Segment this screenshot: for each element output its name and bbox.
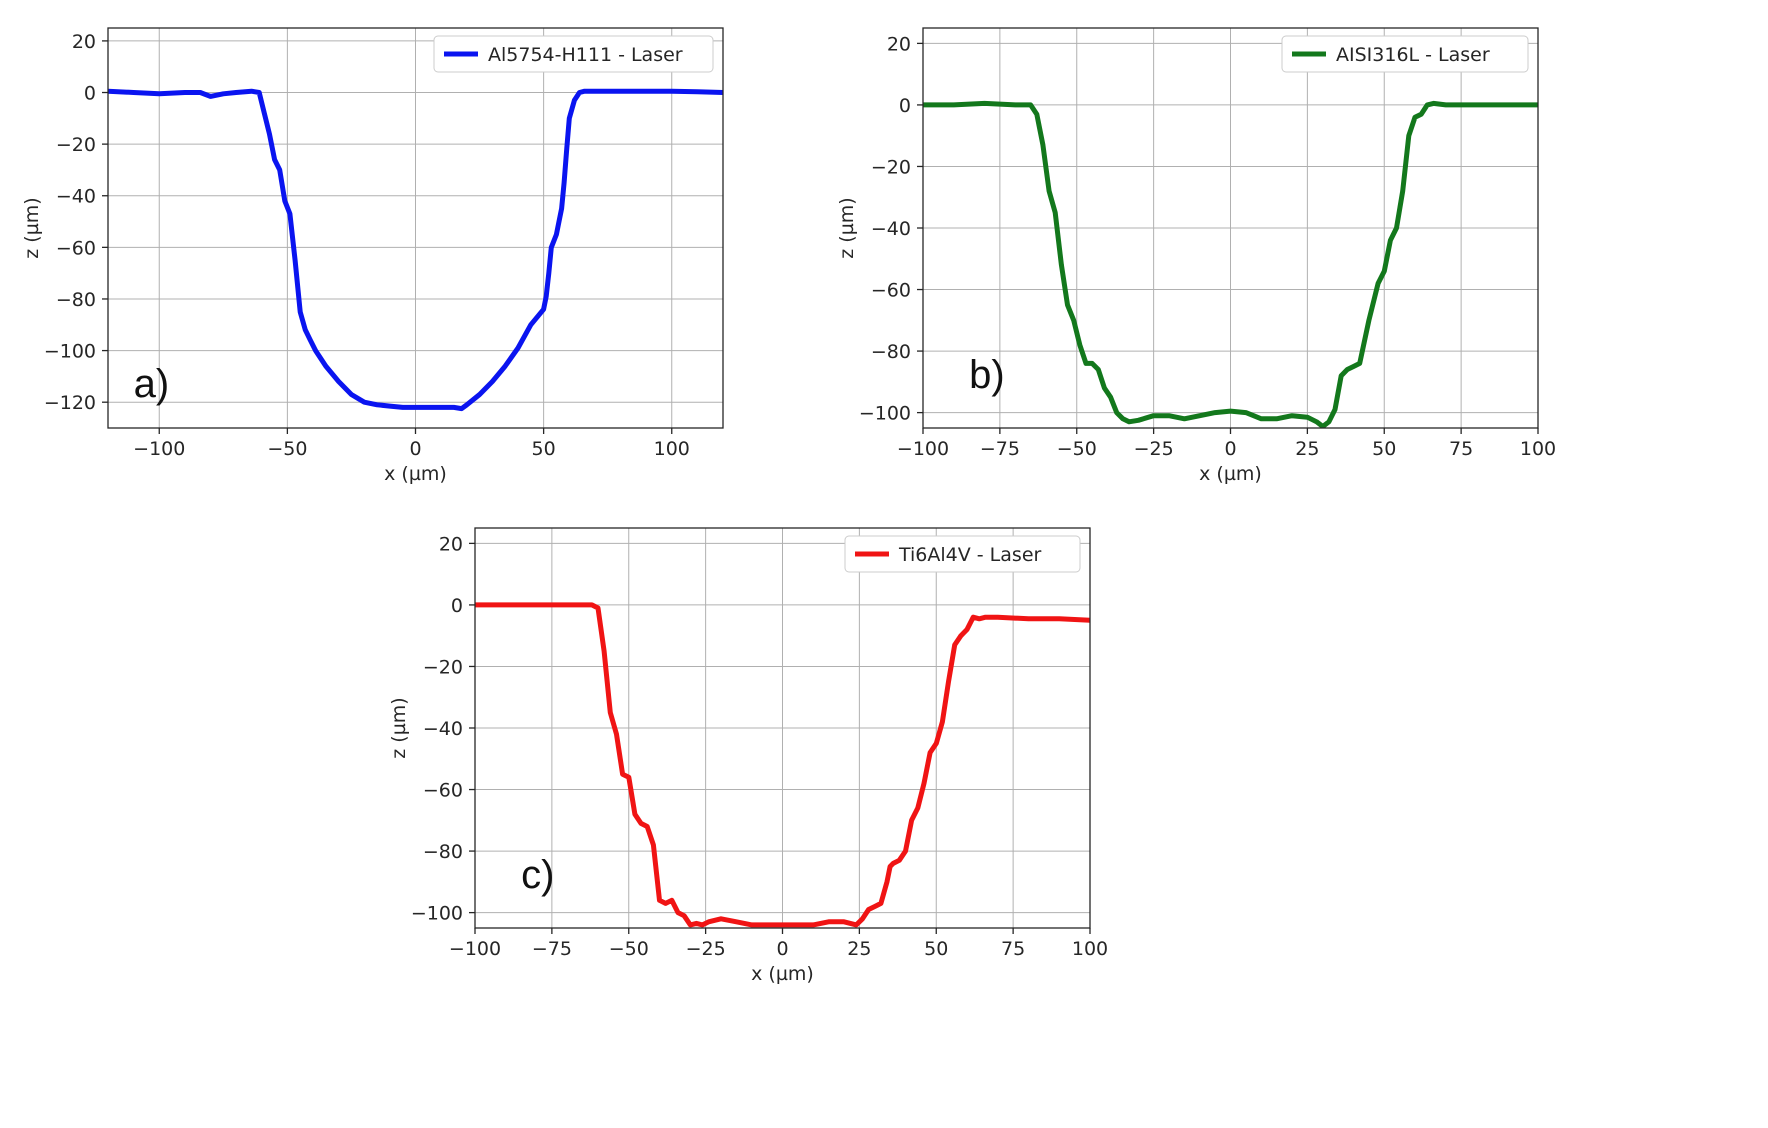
y-axis-label: z (µm) — [21, 197, 43, 258]
x-tick-label: 25 — [847, 938, 871, 960]
y-tick-label: 20 — [887, 33, 911, 55]
legend: Al5754-H111 - Laser — [433, 35, 714, 73]
y-tick-label: 0 — [899, 95, 911, 117]
y-tick-label: 20 — [72, 31, 96, 53]
legend-box — [433, 35, 714, 73]
x-axis-label: x (µm) — [1199, 463, 1262, 485]
series-line — [475, 602, 1090, 928]
panel-letter: c) — [521, 853, 554, 897]
x-axis: −100 −75 −50 −25 0 25 50 75 100 — [449, 928, 1108, 960]
x-tick-label: −25 — [686, 938, 726, 960]
x-tick-label: 50 — [1372, 438, 1396, 460]
x-tick-label: −50 — [609, 938, 649, 960]
x-axis: −100 −75 −50 −25 0 25 50 75 100 — [897, 428, 1556, 460]
x-tick-label: −25 — [1134, 438, 1174, 460]
y-axis-label: z (µm) — [388, 697, 410, 758]
y-tick-label: −100 — [859, 403, 911, 425]
plot-frame — [922, 27, 1539, 429]
y-axis: 20 0 −20 −40 −60 −80 −100 — [411, 533, 475, 925]
y-tick-label: −40 — [871, 218, 911, 240]
x-axis-label: x (µm) — [384, 463, 447, 485]
y-tick-label: −20 — [423, 656, 463, 678]
y-tick-label: −40 — [56, 186, 96, 208]
panel-letter: b) — [969, 353, 1005, 397]
legend-box — [844, 535, 1081, 573]
x-tick-label: −100 — [897, 438, 949, 460]
x-tick-label: 75 — [1449, 438, 1473, 460]
x-tick-label: 0 — [409, 438, 421, 460]
series-line — [108, 88, 723, 412]
x-tick-label: 75 — [1001, 938, 1025, 960]
x-tick-label: −75 — [980, 438, 1020, 460]
x-tick-label: −50 — [1057, 438, 1097, 460]
legend-label: Al5754-H111 - Laser — [488, 44, 683, 66]
x-tick-label: 50 — [924, 938, 948, 960]
x-tick-label: −75 — [532, 938, 572, 960]
y-axis: 20 0 −20 −40 −60 −80 −100 −120 — [44, 31, 108, 414]
x-tick-label: 100 — [1520, 438, 1556, 460]
chart-b: −100 −75 −50 −25 0 25 50 75 100 20 0 −20 −40 −60 −80 −1… — [836, 27, 1556, 485]
y-axis: 20 0 −20 −40 −60 −80 −100 — [859, 33, 923, 425]
x-tick-label: 100 — [1072, 938, 1108, 960]
x-tick-label: 0 — [1224, 438, 1236, 460]
y-tick-label: −120 — [44, 392, 96, 414]
y-tick-label: −60 — [423, 780, 463, 802]
y-tick-label: −20 — [56, 134, 96, 156]
y-tick-label: −80 — [56, 289, 96, 311]
panel-letter: a) — [134, 362, 170, 406]
y-tick-label: −40 — [423, 718, 463, 740]
x-axis: −100 −50 0 50 100 — [133, 428, 690, 460]
y-axis-label: z (µm) — [836, 197, 858, 258]
y-tick-label: 0 — [451, 595, 463, 617]
legend-box — [1281, 35, 1529, 73]
plot-frame — [474, 527, 1091, 929]
y-tick-label: 20 — [439, 533, 463, 555]
y-tick-label: −100 — [44, 341, 96, 363]
x-tick-label: −100 — [449, 938, 501, 960]
y-tick-label: −60 — [871, 280, 911, 302]
chart-a: −100 −50 0 50 100 20 0 −20 −40 −60 −80 −100 −120 x (µ… — [21, 27, 724, 485]
x-tick-label: 50 — [532, 438, 556, 460]
y-tick-label: −60 — [56, 237, 96, 259]
x-tick-label: 100 — [654, 438, 690, 460]
y-tick-label: −100 — [411, 903, 463, 925]
series-line — [923, 100, 1538, 428]
plot-frame — [107, 27, 724, 429]
legend-label: AISI316L - Laser — [1336, 44, 1490, 66]
grid — [108, 28, 723, 428]
x-tick-label: −50 — [267, 438, 307, 460]
y-tick-label: −20 — [871, 156, 911, 178]
x-tick-label: 25 — [1295, 438, 1319, 460]
y-tick-label: −80 — [871, 341, 911, 363]
legend: AISI316L - Laser — [1281, 35, 1529, 73]
legend: Ti6Al4V - Laser — [844, 535, 1081, 573]
x-tick-label: −100 — [133, 438, 185, 460]
grid — [474, 528, 1091, 928]
x-axis-label: x (µm) — [751, 963, 814, 985]
y-tick-label: −80 — [423, 841, 463, 863]
y-tick-label: 0 — [84, 83, 96, 105]
x-tick-label: 0 — [776, 938, 788, 960]
legend-label: Ti6Al4V - Laser — [898, 544, 1042, 566]
